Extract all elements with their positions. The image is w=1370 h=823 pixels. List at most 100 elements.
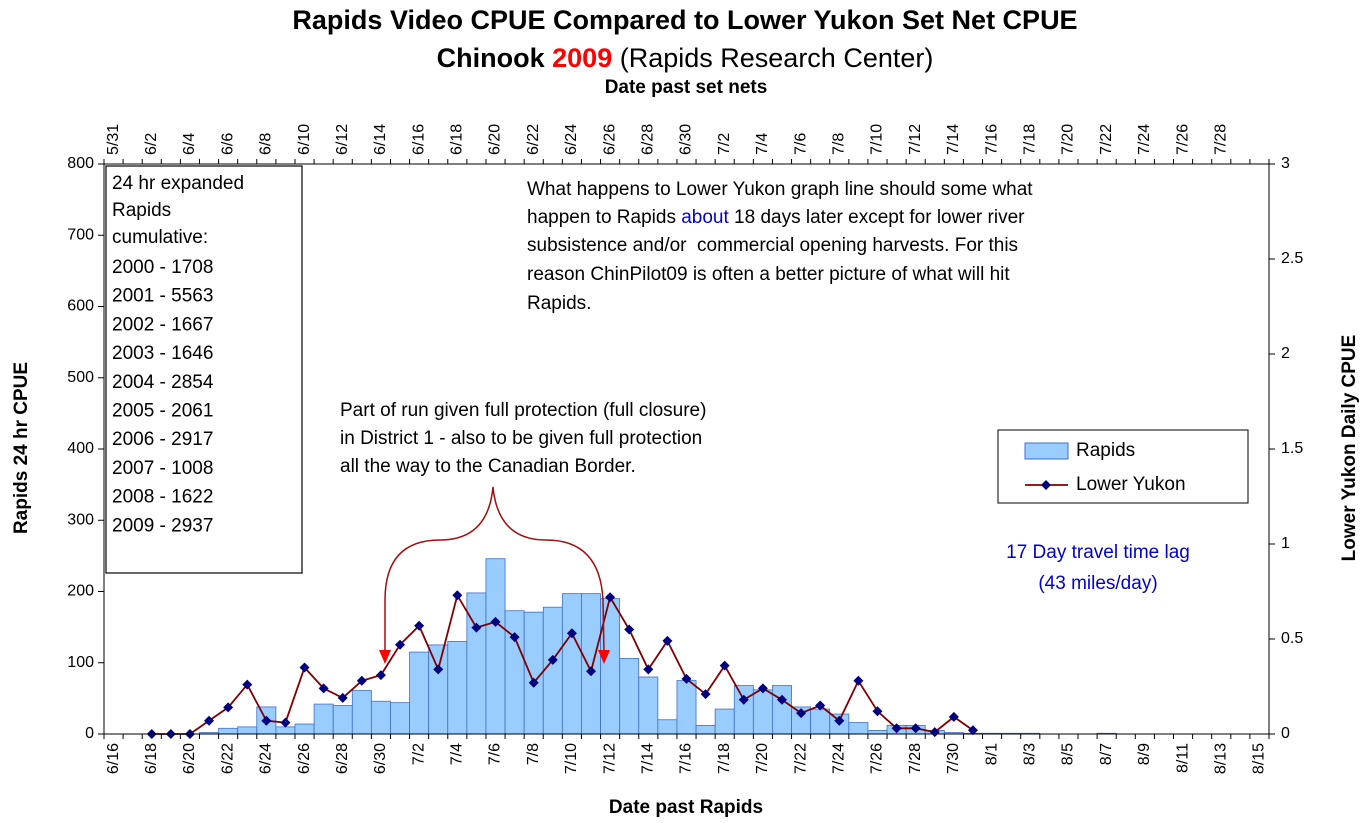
marker [375,670,386,681]
x-tick-label: 8/13 [1212,743,1229,774]
x2-tick-label: 7/14 [945,124,962,155]
x2-tick-label: 6/6 [219,133,236,155]
lag-note: (43 miles/day) [1038,573,1157,594]
cumulative-line: 2001 - 5563 [112,286,213,307]
marker [337,692,348,703]
x-tick-label: 7/12 [601,743,618,774]
x2-tick-label: 6/2 [143,133,160,155]
note: What happens to Lower Yukon graph line s… [527,179,1033,314]
x-tick-label: 6/20 [181,743,198,774]
bar [867,730,888,735]
x2-tick-label: 6/14 [372,124,389,155]
x-tick-label: 7/14 [640,743,657,774]
marker [700,689,711,700]
bar [542,606,563,735]
x2-axis-title: Date past set nets [605,77,768,98]
y2-tick-label: 3 [1281,155,1290,172]
bar [561,593,582,735]
x-tick-label: 7/20 [754,743,771,774]
bar [370,700,391,735]
x2-tick-label: 6/8 [258,133,275,155]
cumulative-line: 24 hr expanded [112,173,244,194]
bar [619,658,640,735]
x-tick-label: 8/9 [1136,743,1153,765]
protection-note: in District 1 - also to be given full pr… [340,428,702,449]
x-tick-label: 7/24 [831,743,848,774]
x2-tick-label: 6/12 [334,124,351,155]
x-tick-label: 7/28 [907,743,924,774]
marker [395,639,406,650]
x-tick-label: 6/28 [334,743,351,774]
marker [299,662,310,673]
marker [834,715,845,726]
x-tick-label: 7/6 [487,743,504,765]
x2-tick-label: 7/2 [716,133,733,155]
x2-tick-label: 7/4 [754,133,771,155]
x2-tick-label: 6/26 [601,124,618,155]
bar [294,723,315,735]
cumulative-line: 2009 - 2937 [112,515,213,536]
x-tick-label: 7/4 [449,743,466,765]
y-tick-label: 300 [67,511,94,528]
note-line: subsistence and/or commercial opening ha… [527,235,1018,256]
bar [313,703,334,735]
y-tick-label: 100 [67,654,94,671]
note-line: Rapids. [527,293,591,314]
legend-marker [1041,480,1051,490]
y-axis-title: Rapids 24 hr CPUE [11,362,32,534]
legend-label: Lower Yukon [1076,474,1186,495]
marker [280,717,291,728]
bar [848,722,869,735]
cumulative-line: 2005 - 2061 [112,401,213,422]
cumulative-line: 2008 - 1622 [112,487,213,508]
chart-subtitle: Chinook 2009 (Rapids Research Center) [437,43,934,73]
bar [447,640,468,735]
x2-tick-label: 6/30 [678,124,695,155]
y-tick-label: 500 [67,369,94,386]
protection-note: all the way to the Canadian Border. [340,456,636,477]
marker [738,694,749,705]
marker [204,715,215,726]
y-tick-label: 700 [67,226,94,243]
bar [733,685,754,735]
x-tick-label: 8/1 [983,743,1000,765]
x-tick-label: 6/30 [372,743,389,774]
bar [332,705,353,735]
plot-area [98,159,1275,739]
x-tick-label: 8/11 [1174,743,1191,773]
line [151,592,974,735]
x-tick-label: 7/22 [792,743,809,774]
bar [390,702,410,735]
bar [504,610,525,735]
x-tick-label: 7/2 [410,743,427,765]
x2-tick-label: 7/26 [1174,124,1191,155]
marker [776,694,787,705]
x-tick-label: 7/30 [945,743,962,774]
marker [433,664,444,675]
x2-tick-label: 6/24 [563,124,580,155]
bar [638,676,659,735]
x-tick-label: 6/18 [143,743,160,774]
chart-title: Rapids Video CPUE Compared to Lower Yuko… [292,5,1077,35]
bar [752,689,773,735]
marker [891,723,902,734]
marker [471,622,482,633]
note-line: happen to Rapids about 18 days later exc… [527,207,1025,228]
marker [681,673,692,684]
x2-tick-label: 6/18 [449,124,466,155]
marker [605,592,616,603]
marker [815,700,826,711]
marker [719,660,730,671]
x-tick-label: 7/10 [563,743,580,774]
x-tick-label: 8/5 [1060,743,1077,765]
bar [409,651,430,735]
bar [523,611,544,735]
x-tick-label: 7/8 [525,743,542,765]
protection-note: Part of run given full protection (full … [340,400,706,421]
note-part: 18 days later except for lower river [729,207,1025,228]
x-tick-label: 6/24 [258,743,275,774]
x2-tick-label: 6/16 [410,124,427,155]
note-part: happen to Rapids [527,207,681,228]
y2-tick-label: 0.5 [1281,630,1303,647]
note-part: about [681,207,729,228]
